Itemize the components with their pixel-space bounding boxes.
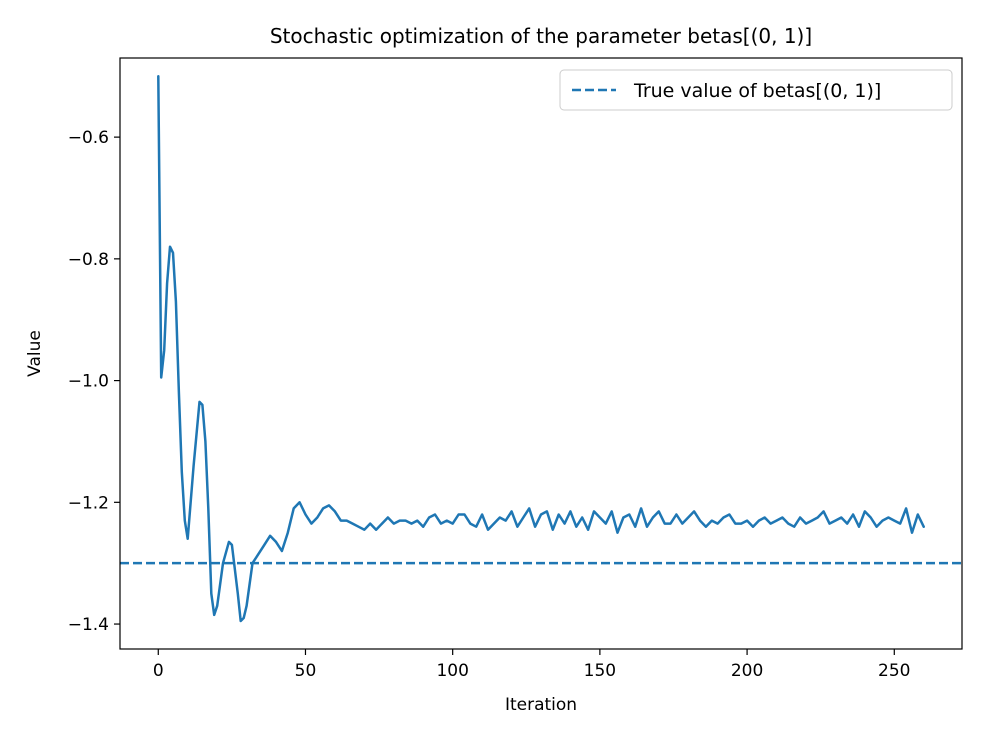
- y-axis-label: Value: [25, 330, 45, 377]
- legend-box: [559, 69, 953, 111]
- y-tick-label: −1.4: [68, 615, 109, 635]
- y-tick-label: −1.0: [68, 372, 109, 392]
- y-tick-label: −1.2: [68, 493, 109, 513]
- chart-title: Stochastic optimization of the parameter…: [270, 24, 812, 48]
- plot-frame: [119, 57, 963, 650]
- axes-ticks: 0 50 100 150 200 250 −0.6 −0.8 −1.0 −1.2 −1.4: [68, 128, 911, 681]
- plot-area: [120, 75, 962, 623]
- legend-label: True value of betas[(0, 1)]: [633, 80, 881, 102]
- legend: True value of betas[(0, 1)]: [559, 69, 953, 111]
- x-tick-label: 100: [436, 661, 468, 681]
- x-tick-label: 250: [878, 661, 910, 681]
- y-tick-label: −0.6: [68, 128, 109, 148]
- x-tick-label: 150: [584, 661, 616, 681]
- x-axis-label: Iteration: [505, 695, 577, 715]
- y-tick-label: −0.8: [68, 250, 109, 270]
- x-tick-label: 50: [295, 661, 317, 681]
- x-tick-label: 200: [731, 661, 763, 681]
- series-line-0: [157, 75, 925, 623]
- x-tick-label: 0: [153, 661, 164, 681]
